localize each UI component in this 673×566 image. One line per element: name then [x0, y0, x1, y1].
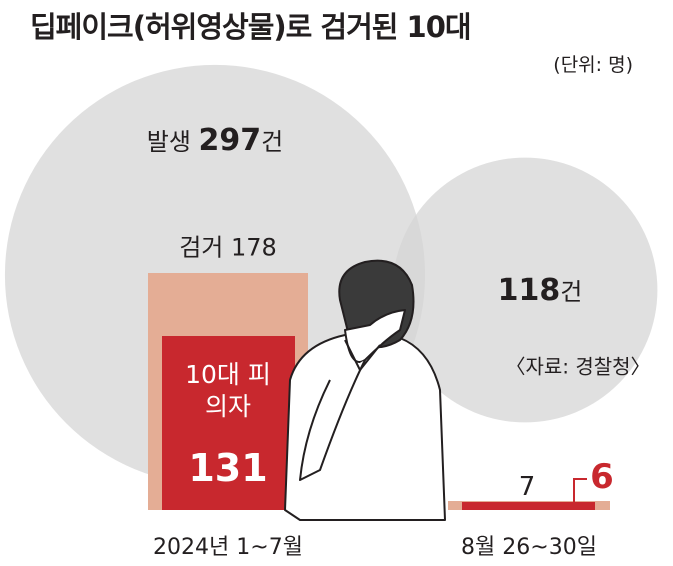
- bar: [462, 502, 595, 510]
- circle-name: 발생: [146, 128, 191, 156]
- circle-suffix: 건: [261, 128, 284, 156]
- bar: [162, 335, 295, 510]
- arm: [299, 359, 366, 481]
- category-label: 2024년 1~7월: [153, 535, 303, 560]
- circle-label: 118건: [498, 272, 583, 308]
- unit: (단위: 명): [553, 54, 633, 76]
- circle: [392, 157, 658, 423]
- collar: [344, 339, 381, 371]
- circle-value: 118: [497, 273, 561, 308]
- series-name: 검거: [179, 233, 224, 262]
- value-label: 7: [518, 472, 536, 502]
- circle-value: 297: [198, 123, 262, 158]
- category-label: 8월 26~30일: [461, 535, 597, 560]
- leader-line: [573, 478, 587, 506]
- value-label: 178: [231, 233, 277, 262]
- series-name: 10대 피의자: [185, 359, 271, 421]
- value-label: 131: [188, 445, 268, 490]
- title: 딥페이크(허위영상물)로 검거된 10대: [30, 10, 472, 44]
- circle-label: 발생 297건: [147, 122, 284, 158]
- source: 〈자료: 경찰청〉: [505, 354, 651, 379]
- bar-label: 검거 178: [179, 228, 277, 263]
- circle-suffix: 건: [560, 278, 583, 306]
- value-label: 6: [590, 457, 614, 497]
